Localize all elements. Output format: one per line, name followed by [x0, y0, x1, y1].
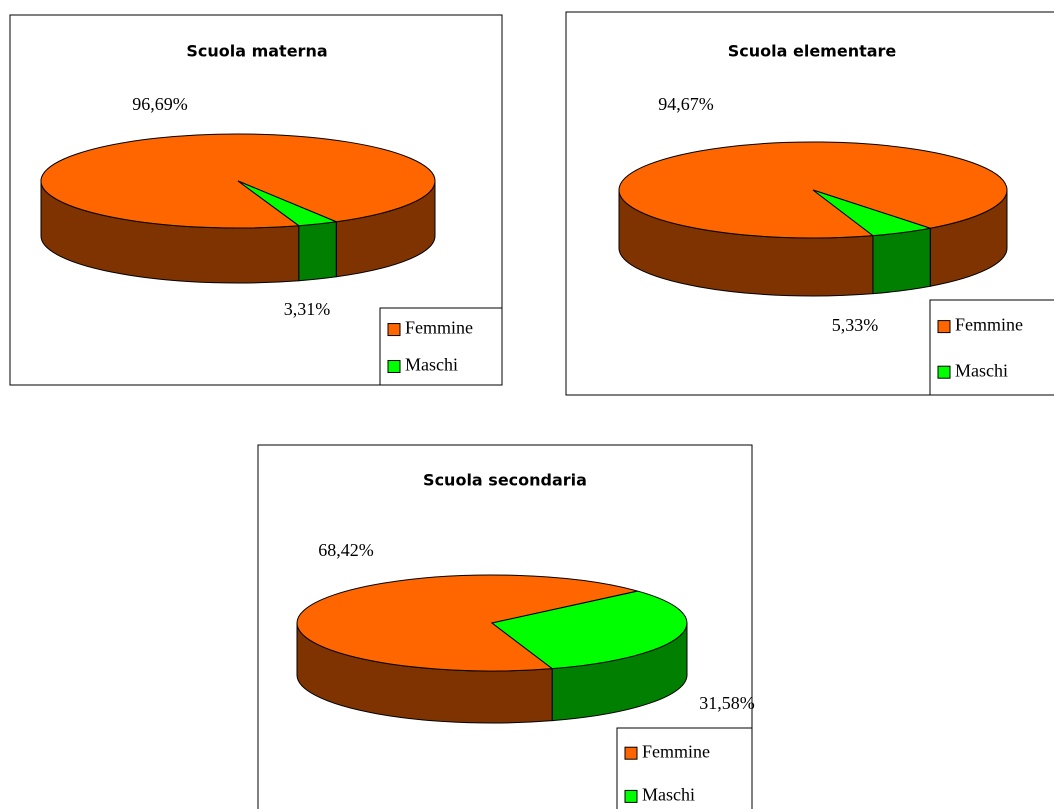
pie-side: [298, 221, 337, 282]
data-label: 5,33%: [832, 315, 879, 335]
legend-frame: [929, 299, 1054, 396]
legend-label: Femmine: [405, 318, 473, 338]
pie-slice: [812, 189, 931, 237]
legend-swatch: [387, 323, 401, 337]
pie-slice: [490, 590, 688, 670]
legend-label: Femmine: [955, 315, 1023, 335]
legend-label: Maschi: [642, 785, 695, 805]
legend-label: Femmine: [642, 741, 710, 761]
pie-slice: [296, 574, 638, 672]
pie-slice: [237, 180, 339, 227]
data-label: 68,42%: [318, 540, 374, 560]
data-label: 94,67%: [658, 94, 714, 114]
chart-title: Scuola elementare: [728, 42, 897, 61]
data-label: 31,58%: [699, 693, 755, 713]
chart-title: Scuola materna: [186, 42, 327, 61]
legend-label: Maschi: [405, 355, 458, 375]
legend-swatch: [937, 320, 951, 334]
legend-swatch: [937, 365, 951, 379]
legend-swatch: [624, 746, 638, 760]
legend-frame: [379, 307, 503, 386]
pie-side: [872, 227, 931, 295]
data-label: 3,31%: [284, 299, 331, 319]
data-label: 96,69%: [132, 94, 188, 114]
legend-swatch: [387, 360, 401, 374]
chart-title: Scuola secondaria: [423, 471, 587, 490]
legend-swatch: [624, 789, 638, 803]
legend-label: Maschi: [955, 360, 1008, 380]
legend-frame: [616, 727, 753, 809]
